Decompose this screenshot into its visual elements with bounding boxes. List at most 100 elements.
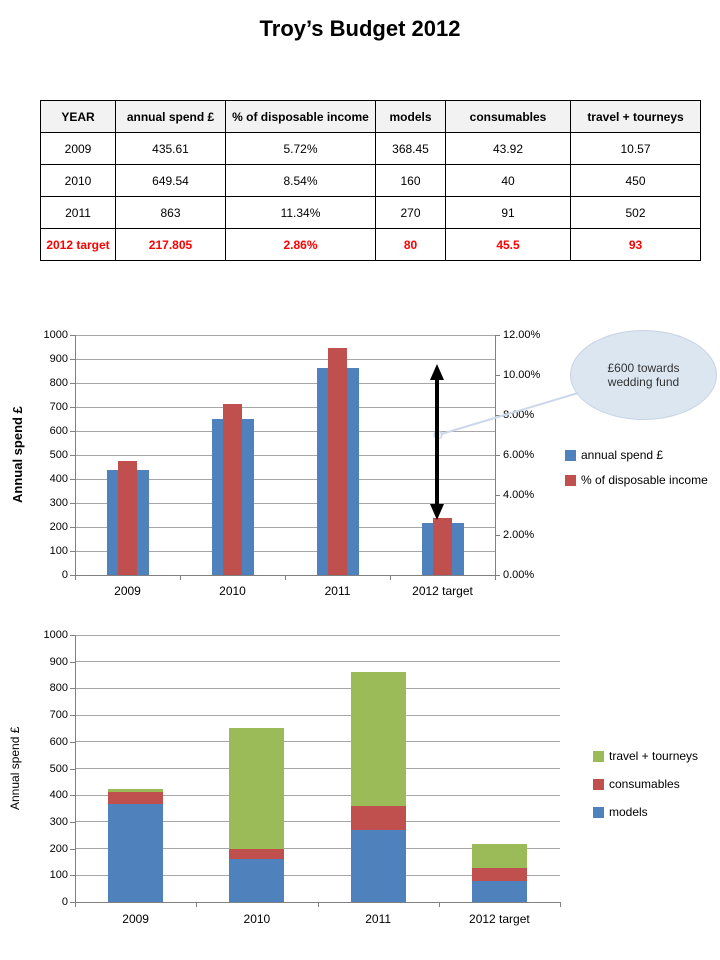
table-cell: 40 [445, 164, 571, 197]
bar-travel-tourneys-2009 [108, 789, 164, 792]
bar-travel-tourneys-2012-target [471, 843, 527, 869]
gridline [75, 687, 560, 689]
y-axis-tick-mark [70, 455, 75, 456]
y-axis-tick-label: 400 [49, 789, 68, 802]
y-axis-tick-label: 400 [49, 473, 68, 485]
page-title: Troy’s Budget 2012 [259, 16, 461, 41]
y-axis-tick-label: 900 [49, 353, 68, 365]
secondary-axis-tick-label: 6.00% [503, 449, 535, 461]
y-axis-tick-label: 900 [49, 655, 68, 668]
y-axis-tick-label: 800 [49, 682, 68, 695]
bar-models-2010 [229, 859, 285, 902]
table-header-models: models [375, 100, 446, 133]
x-axis-tick-mark [196, 903, 198, 907]
secondary-axis-tick-label: 0.00% [503, 569, 535, 581]
table-cell: 8.54% [225, 164, 376, 197]
gridline [75, 634, 560, 636]
y-axis-tick-mark [70, 359, 75, 360]
y-axis-tick-label: 500 [49, 762, 68, 775]
legend-item-annual-spend: annual spend £ [565, 449, 663, 462]
legend-item-travel-tourneys: travel + tourneys [593, 750, 698, 763]
y-axis-line [75, 635, 76, 902]
table-cell: 5.72% [225, 132, 376, 165]
secondary-axis-tick-mark [495, 455, 500, 456]
gridline [75, 382, 495, 384]
gridline [75, 478, 495, 480]
x-axis-label-2010: 2010 [243, 912, 271, 926]
gridline [75, 874, 560, 876]
legend-label: travel + tourneys [609, 749, 699, 763]
y-axis-tick-label: 100 [49, 869, 68, 882]
x-axis-label-2009: 2009 [122, 912, 149, 926]
legend-label: models [609, 805, 648, 819]
table-cell: 93 [570, 228, 701, 261]
table-cell: 450 [570, 164, 701, 197]
legend-label: consumables [609, 777, 680, 791]
x-axis-tick-mark [390, 576, 391, 580]
y-axis-tick-label: 800 [49, 377, 68, 389]
table-cell: 43.92 [445, 132, 571, 165]
legend-label: % of disposable income [581, 473, 708, 487]
bar-travel-tourneys-2010 [229, 728, 285, 849]
legend-swatch-travel-tourneys [593, 751, 604, 762]
y-axis-tick-mark [70, 902, 75, 903]
secondary-axis-tick-label: 2.00% [503, 529, 535, 541]
gridline [75, 741, 560, 743]
y-axis-tick-label: 100 [49, 545, 68, 557]
gridline [75, 768, 560, 769]
y-axis-tick-label: 0 [61, 896, 68, 908]
bar-consumables-2011 [350, 805, 406, 830]
bar-travel-tourneys-2011 [350, 671, 406, 806]
bar-consumables-2010 [229, 848, 285, 860]
secondary-axis-tick-mark [495, 375, 500, 376]
gridline [75, 358, 495, 360]
x-axis-tick-mark [285, 576, 286, 580]
legend-label: annual spend £ [581, 448, 664, 462]
y-axis-tick-label: 1000 [43, 629, 68, 641]
x-axis-tick-mark [180, 576, 181, 580]
legend-swatch-models [593, 807, 604, 818]
table-header-annual-spend: annual spend £ [115, 100, 226, 133]
table-header-consumables: consumables [445, 100, 571, 133]
x-axis-label-2010: 2010 [219, 584, 246, 598]
y-axis-tick-mark [70, 768, 75, 770]
y-axis-tick-label: 700 [49, 709, 68, 722]
gridline [75, 334, 495, 336]
table-row-2010: 2010 649.54 8.54% 160 40 450 [40, 164, 701, 197]
y-axis-tick-mark [70, 715, 75, 717]
gridline [75, 794, 560, 796]
y-axis-tick-label: 500 [49, 449, 68, 461]
y-axis-tick-mark [70, 551, 75, 552]
y-axis-tick-label: 700 [49, 401, 68, 413]
y-axis-tick-label: 1000 [43, 329, 68, 341]
gridline [75, 714, 560, 716]
bar-consumables-2012-target [471, 868, 527, 881]
x-axis-tick-mark [75, 576, 76, 580]
table-cell: 11.34% [225, 196, 376, 229]
y-axis-tick-mark [70, 875, 75, 877]
table-cell: 160 [375, 164, 446, 197]
x-axis-line [75, 575, 496, 576]
x-axis-label-2009: 2009 [114, 584, 141, 598]
x-axis-label-2011: 2011 [324, 584, 351, 598]
secondary-axis-tick-label: 8.00% [503, 409, 535, 421]
bar-of-disposable-income-2011 [328, 348, 347, 575]
y-axis-tick-mark [70, 821, 75, 823]
x-axis-tick-mark [317, 903, 319, 907]
y-axis-tick-mark [70, 688, 75, 690]
y-axis-tick-label: 0 [61, 569, 68, 581]
y-axis-tick-label: 200 [49, 842, 68, 855]
y-axis-tick-label: 200 [49, 521, 68, 533]
table-cell: 91 [445, 196, 571, 229]
secondary-axis-tick-label: 4.00% [503, 489, 535, 501]
chart2-plot-area: 0 100 200 300 400 500 600 700 800 900 1000 2009 2010… [0, 620, 720, 960]
table-body: 2009 435.61 5.72% 368.45 43.92 10.57 2010 649.5… [40, 132, 701, 261]
bar-of-disposable-income-2012-target [433, 517, 452, 575]
table-row-2012-target: 2012 target 217.805 2.86% 80 45.5 93 [40, 228, 701, 261]
table-row-2009: 2009 435.61 5.72% 368.45 43.92 10.57 [40, 132, 701, 165]
y-axis-tick-mark [70, 503, 75, 504]
secondary-axis-tick-mark [495, 535, 500, 536]
table-header-row: YEAR annual spend £% of disposable income… [40, 100, 701, 133]
table-header-travel-tourneys: travel + tourneys [570, 100, 701, 133]
gridline [75, 821, 560, 823]
